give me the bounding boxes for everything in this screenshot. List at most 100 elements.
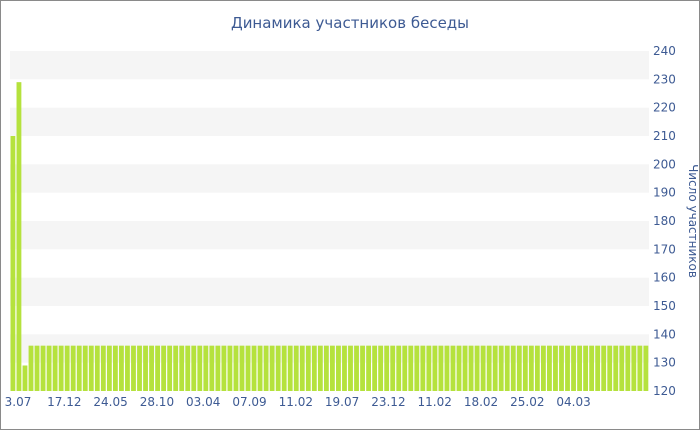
x-tick-label: 04.03 [556, 395, 590, 409]
bar [486, 345, 492, 391]
bar [450, 345, 456, 391]
bar [571, 345, 576, 391]
bar [474, 345, 480, 391]
x-tick-label: 07.09 [232, 395, 266, 409]
bar [426, 345, 432, 391]
bar [203, 345, 209, 391]
bar [498, 345, 504, 391]
bar [100, 345, 106, 391]
bar [577, 345, 582, 391]
bar [179, 345, 185, 391]
y-tick-label: 240 [653, 44, 676, 58]
bar [88, 345, 94, 391]
bar [522, 345, 528, 391]
y-tick-label: 180 [653, 214, 676, 228]
y-tick-label: 210 [653, 129, 676, 143]
bar [480, 345, 486, 391]
grid-band [10, 51, 649, 80]
y-axis-label: Число участников [686, 164, 699, 278]
bar [52, 345, 58, 391]
bar [384, 345, 390, 391]
bar [209, 345, 215, 391]
y-tick-label: 230 [653, 72, 676, 86]
y-tick-label: 220 [653, 101, 676, 115]
bar [468, 345, 474, 391]
bar [119, 345, 124, 391]
bar [330, 345, 335, 391]
bar [613, 345, 619, 391]
bar [402, 345, 408, 391]
bar [293, 345, 299, 391]
y-tick-label: 120 [653, 384, 676, 398]
bar [58, 345, 64, 391]
bar [547, 345, 552, 391]
bar [601, 345, 607, 391]
chart-title: Динамика участников беседы [230, 14, 470, 32]
bar [342, 345, 347, 391]
bar [215, 345, 221, 391]
bar [263, 345, 269, 391]
bar [269, 345, 275, 391]
bar [125, 345, 130, 391]
bar [516, 345, 522, 391]
bar [34, 345, 40, 391]
bar [221, 345, 227, 391]
x-tick-label: 3.07 [5, 395, 32, 409]
bar [227, 345, 233, 391]
bar [504, 345, 510, 391]
bar [336, 345, 341, 391]
y-tick-label: 200 [653, 157, 676, 171]
bar [167, 345, 173, 391]
bar [528, 345, 534, 391]
bar [239, 345, 245, 391]
bar [378, 345, 384, 391]
bar [245, 345, 251, 391]
bar [94, 345, 100, 391]
bar [22, 365, 28, 391]
bar [82, 345, 88, 391]
bar [534, 345, 540, 391]
bar [137, 345, 142, 391]
bar [492, 345, 498, 391]
bar [70, 345, 76, 391]
bar [372, 345, 378, 391]
bar [143, 345, 148, 391]
y-tick-label: 170 [653, 242, 676, 256]
bar [233, 345, 239, 391]
x-tick-label: 24.05 [93, 395, 127, 409]
grid-band [10, 277, 649, 306]
bar [317, 345, 323, 391]
bar [281, 345, 287, 391]
x-tick-label: 28.10 [140, 395, 174, 409]
bar [420, 345, 426, 391]
y-tick-label: 190 [653, 186, 676, 200]
bar [197, 345, 203, 391]
bar [287, 345, 293, 391]
grid-band [10, 164, 649, 193]
grid-band [10, 221, 649, 250]
bar [28, 345, 34, 391]
y-tick-label: 140 [653, 327, 676, 341]
y-tick-label: 150 [653, 299, 676, 313]
bar [510, 345, 516, 391]
bar [185, 345, 191, 391]
bar [565, 345, 570, 391]
bar [64, 345, 70, 391]
bar [299, 345, 305, 391]
bar [191, 345, 197, 391]
bar [553, 345, 558, 391]
bar [323, 345, 329, 391]
bar [275, 345, 281, 391]
bar [408, 345, 414, 391]
bar [112, 345, 118, 391]
bar [161, 345, 167, 391]
bar [637, 345, 643, 391]
x-tick-label: 11.02 [279, 395, 313, 409]
bar [619, 345, 625, 391]
bar [607, 345, 613, 391]
bar [16, 82, 22, 392]
bar [625, 345, 631, 391]
bar [76, 345, 82, 391]
bar [366, 345, 371, 391]
